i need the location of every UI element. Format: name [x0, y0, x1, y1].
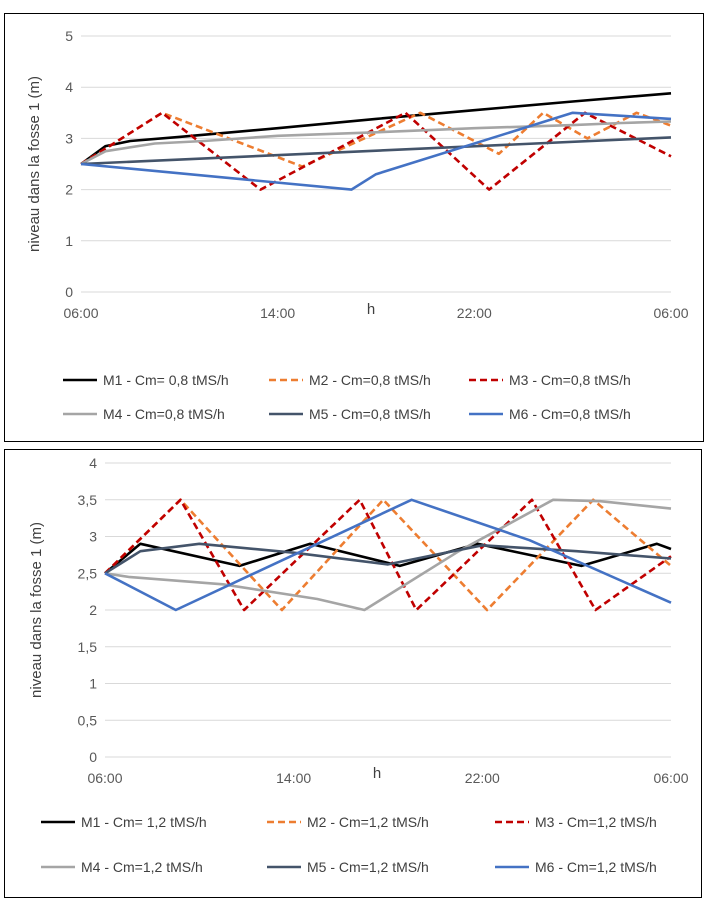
legend-label-m4: M4 - Cm=0,8 tMS/h	[103, 406, 225, 422]
legend-label-m1: M1 - Cm= 0,8 tMS/h	[103, 372, 229, 388]
legend-label-m6: M6 - Cm=0,8 tMS/h	[509, 406, 631, 422]
y-tick-label: 2	[65, 182, 73, 198]
y-tick-label: 3	[65, 130, 73, 146]
series-line-m3	[104, 498, 672, 612]
series-line-m5	[80, 136, 672, 166]
x-tick-label: 06:00	[63, 305, 98, 321]
legend-label-m6: M6 - Cm=1,2 tMS/h	[535, 859, 657, 875]
chart-bottom: 0 0,5 1 1,5 2 2,5 3 3,5 4 06:00 14:00 22:00 06:00 h ni…	[28, 455, 689, 875]
series-line-m4	[80, 120, 672, 166]
y-tick-label: 4	[89, 455, 97, 471]
chart-top: 0 1 2 3 4 5 06:00 14:00 22:00 06:00 h niveau dans l…	[26, 28, 689, 422]
y-axis-label: niveau dans la fosse 1 (m)	[28, 522, 45, 698]
x-tick-label: 06:00	[653, 305, 688, 321]
chart-panel-bottom: 0 0,5 1 1,5 2 2,5 3 3,5 4 06:00 14:00 22:00 06:00 h ni…	[4, 449, 702, 898]
y-tick-label: 2,5	[78, 565, 98, 581]
y-tick-label: 5	[65, 28, 73, 44]
y-axis-label: niveau dans la fosse 1 (m)	[26, 76, 43, 252]
legend-label-m5: M5 - Cm=1,2 tMS/h	[307, 859, 429, 875]
legend-label-m2: M2 - Cm=1,2 tMS/h	[307, 814, 429, 830]
x-tick-label: 22:00	[465, 770, 500, 786]
y-tick-label: 3	[89, 529, 97, 545]
y-tick-label: 1,5	[78, 639, 98, 655]
x-axis-label: h	[367, 301, 375, 318]
x-tick-label: 22:00	[457, 305, 492, 321]
y-tick-label: 0	[65, 284, 73, 300]
y-tick-label: 0,5	[78, 712, 98, 728]
series-line-m1	[104, 542, 672, 575]
x-tick-label: 06:00	[653, 770, 688, 786]
legend-label-m3: M3 - Cm=0,8 tMS/h	[509, 372, 631, 388]
y-tick-label: 4	[65, 79, 73, 95]
y-tick-label: 1	[65, 233, 73, 249]
legend-label-m2: M2 - Cm=0,8 tMS/h	[309, 372, 431, 388]
y-tick-label: 3,5	[78, 492, 98, 508]
y-tick-label: 0	[89, 749, 97, 765]
legend-label-m1: M1 - Cm= 1,2 tMS/h	[81, 814, 207, 830]
x-tick-label: 14:00	[260, 305, 295, 321]
x-tick-label: 06:00	[87, 770, 122, 786]
series-line-m4	[104, 498, 672, 612]
series-line-m6	[80, 111, 672, 191]
x-axis-label: h	[373, 765, 381, 782]
series-line-m2	[80, 111, 672, 168]
series-line-m1	[80, 92, 672, 166]
legend-label-m5: M5 - Cm=0,8 tMS/h	[309, 406, 431, 422]
y-tick-label: 1	[89, 676, 97, 692]
x-tick-label: 14:00	[276, 770, 311, 786]
chart-panel-top: 0 1 2 3 4 5 06:00 14:00 22:00 06:00 h niveau dans l…	[4, 13, 704, 442]
series-line-m5	[104, 542, 672, 575]
legend-label-m4: M4 - Cm=1,2 tMS/h	[81, 859, 203, 875]
y-tick-label: 2	[89, 602, 97, 618]
legend-label-m3: M3 - Cm=1,2 tMS/h	[535, 814, 657, 830]
series-line-m6	[104, 498, 672, 612]
